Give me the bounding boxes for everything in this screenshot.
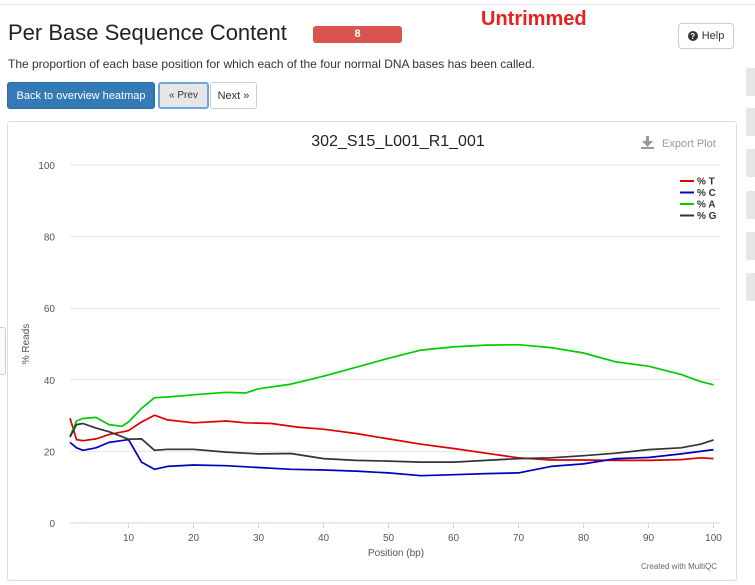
top-divider [0, 4, 755, 5]
untrimmed-label: Untrimmed [481, 8, 587, 30]
credit-text: Created with MultiQC [641, 562, 717, 571]
status-badge: 8 [313, 26, 402, 43]
legend-label: % T [697, 177, 715, 188]
x-axis-label: Position (bp) [368, 548, 424, 559]
side-tab[interactable] [746, 232, 755, 260]
x-tick-label: 60 [448, 533, 460, 544]
series-line-2 [69, 343, 714, 437]
legend-label: % G [697, 211, 717, 222]
back-to-overview-button[interactable]: Back to overview heatmap [7, 82, 155, 109]
y-tick-label: 80 [44, 233, 56, 244]
y-tick-label: 20 [44, 447, 56, 458]
side-tab[interactable] [746, 68, 755, 96]
x-tick-label: 70 [513, 533, 525, 544]
page-title: Per Base Sequence Content [8, 20, 287, 45]
y-tick-label: 0 [49, 519, 55, 530]
export-plot-label: Export Plot [662, 138, 716, 150]
x-tick-label: 20 [188, 533, 200, 544]
legend-label: % C [697, 188, 716, 199]
x-tick-label: 90 [643, 533, 655, 544]
y-axis-label: % Reads [21, 324, 32, 365]
chart-title: 302_S15_L001_R1_001 [311, 133, 485, 150]
export-plot-button[interactable]: Export Plot [641, 136, 716, 150]
x-tick-label: 40 [318, 533, 330, 544]
series-line-3 [69, 422, 714, 463]
side-tab[interactable] [746, 108, 755, 136]
plot-panel [7, 121, 737, 581]
x-tick-label: 100 [705, 533, 722, 544]
prev-button[interactable]: « Prev [158, 82, 209, 109]
x-tick-label: 50 [383, 533, 395, 544]
question-icon: ? [687, 31, 698, 41]
grid-lines [70, 164, 720, 452]
x-tick-label: 30 [253, 533, 265, 544]
legend-label: % A [697, 200, 716, 211]
help-button-label: Help [701, 30, 725, 42]
left-drag-handle[interactable] [0, 327, 6, 375]
x-axis-ticks: 10 20 30 40 50 60 70 80 90 100 [123, 523, 722, 544]
y-tick-label: 40 [44, 376, 56, 387]
series-line-1 [69, 438, 714, 477]
section-description: The proportion of each base position for… [8, 57, 535, 71]
y-tick-label: 100 [38, 161, 55, 172]
series-lines [69, 343, 714, 477]
side-tab[interactable] [746, 149, 755, 177]
x-tick-label: 80 [578, 533, 590, 544]
download-icon [641, 136, 654, 149]
series-line-0 [69, 414, 714, 462]
x-tick-label: 10 [123, 533, 135, 544]
side-tab[interactable] [746, 191, 755, 219]
help-button[interactable]: ? Help [678, 23, 734, 49]
next-button[interactable]: Next » [210, 82, 257, 109]
y-tick-label: 60 [44, 304, 56, 315]
side-tab[interactable] [746, 273, 755, 301]
y-axis-ticks: 0 20 40 60 80 100 [38, 161, 55, 530]
legend: % T% C% A% G [680, 177, 717, 222]
